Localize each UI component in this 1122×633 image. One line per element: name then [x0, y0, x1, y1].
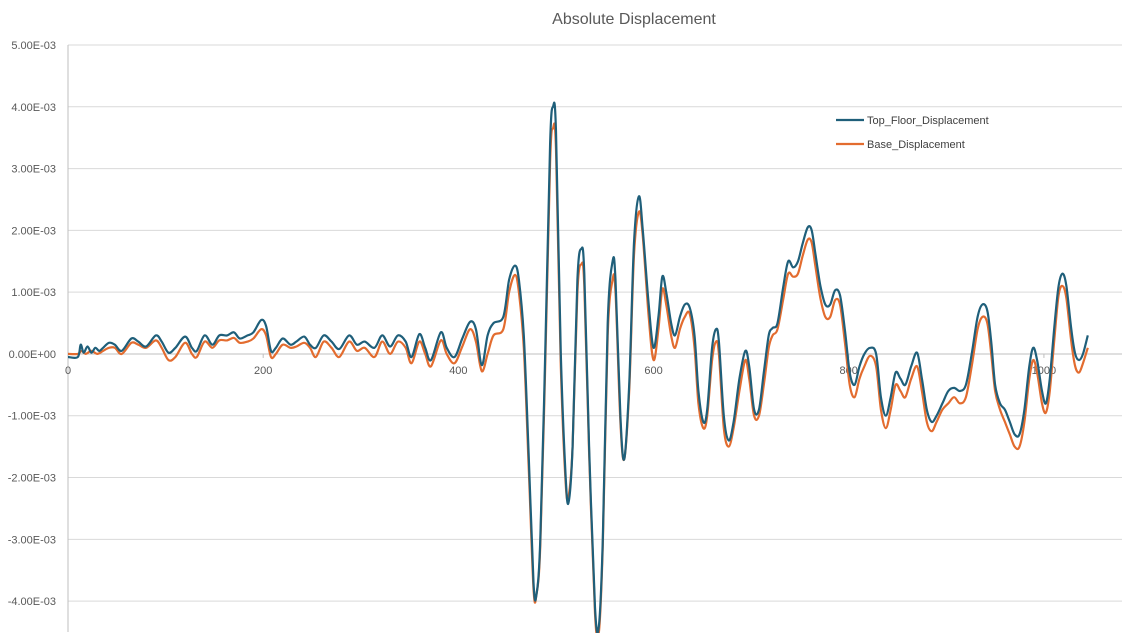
x-tick-label: 0	[65, 365, 71, 377]
y-tick-label: -1.00E-03	[8, 411, 56, 423]
y-tick-label: 2.00E-03	[11, 225, 56, 237]
legend-label: Base_Displacement	[867, 139, 965, 151]
legend-label: Top_Floor_Displacement	[867, 115, 989, 127]
legend: Top_Floor_Displacement Base_Displacement	[836, 115, 989, 151]
x-tick-label: 400	[449, 365, 467, 377]
y-tick-label: -3.00E-03	[8, 534, 56, 546]
grid-lines	[67, 44, 1122, 632]
y-tick-label: 5.00E-03	[11, 40, 56, 52]
x-tick-label: 200	[254, 365, 272, 377]
y-tick-label: 4.00E-03	[11, 102, 56, 114]
y-tick-label: 0.00E+00	[9, 349, 56, 361]
y-tick-label: -2.00E-03	[8, 473, 56, 485]
y-axis-ticks: 5.00E-03 4.00E-03 3.00E-03 2.00E-03 1.00E-03…	[8, 40, 56, 608]
chart-title: Absolute Displacement	[552, 11, 716, 28]
x-tick-label: 600	[644, 365, 662, 377]
y-tick-label: -4.00E-03	[8, 596, 56, 608]
series-lines	[67, 101, 1089, 633]
y-tick-label: 3.00E-03	[11, 164, 56, 176]
series-line-base-displacement	[67, 122, 1089, 633]
series-line-top-floor-displacement	[67, 101, 1089, 633]
y-tick-label: 1.00E-03	[11, 287, 56, 299]
